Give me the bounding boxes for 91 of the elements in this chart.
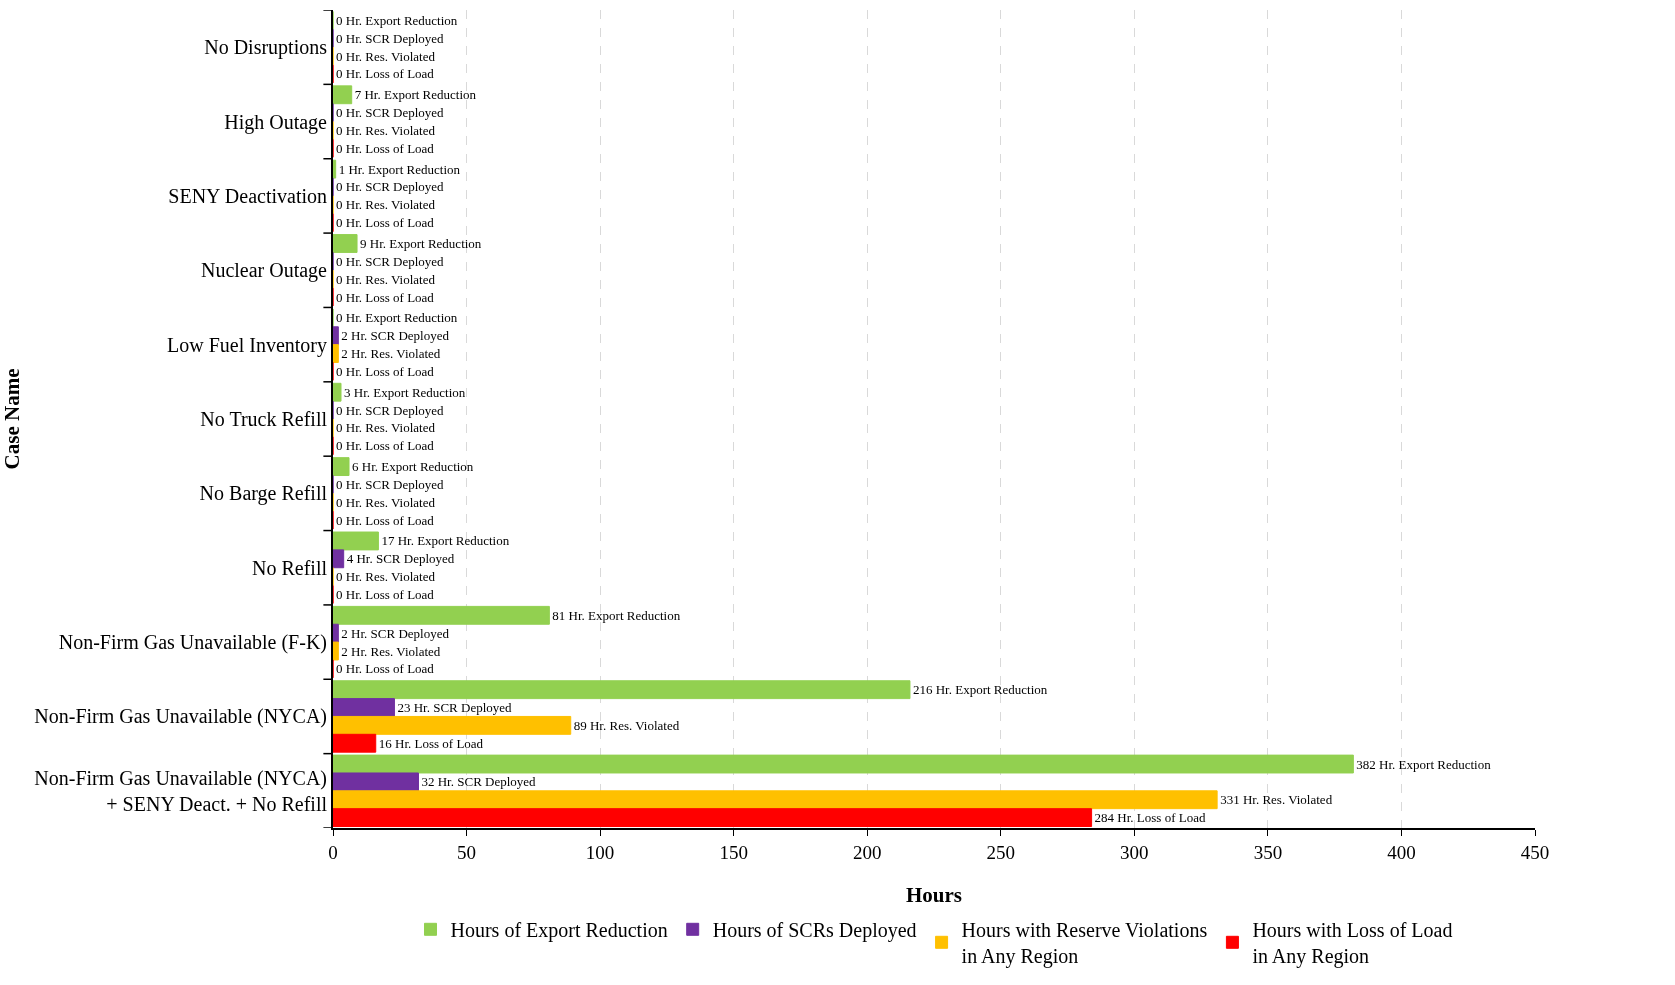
data-label: 32 Hr. SCR Deployed	[421, 774, 537, 790]
data-label: 284 Hr. Loss of Load	[1094, 810, 1206, 826]
bar	[333, 698, 395, 717]
data-label: 0 Hr. Loss of Load	[336, 363, 435, 379]
x-tick-label: 250	[986, 841, 1016, 863]
data-label: 0 Hr. SCR Deployed	[336, 476, 445, 492]
data-label: 16 Hr. Loss of Load	[378, 735, 484, 751]
bar	[333, 605, 550, 625]
bar	[333, 754, 1354, 774]
bar	[333, 623, 339, 643]
bar	[333, 382, 342, 402]
data-label: 7 Hr. Export Reduction	[354, 87, 477, 103]
bar	[333, 531, 379, 551]
data-label: 6 Hr. Export Reduction	[352, 459, 474, 475]
data-label: 0 Hr. SCR Deployed	[336, 105, 445, 121]
data-label: 9 Hr. Export Reduction	[360, 236, 482, 252]
bar	[333, 641, 339, 661]
data-label: 17 Hr. Export Reduction	[381, 533, 510, 549]
data-label: 0 Hr. Export Reduction	[336, 12, 458, 28]
legend-label: Hours with Loss of Load in Any Region	[1252, 919, 1453, 969]
y-tick-label: No Refill	[252, 556, 328, 579]
data-label: 1 Hr. Export Reduction	[338, 161, 461, 177]
bar	[333, 772, 419, 792]
y-tick-label: Nuclear Outage	[200, 259, 328, 283]
data-label: 0 Hr. SCR Deployed	[336, 30, 445, 46]
x-tick-label: 400	[1387, 841, 1416, 863]
data-label: 0 Hr. Loss of Load	[336, 140, 435, 156]
y-tick-label: Low Fuel Inventory	[167, 333, 327, 357]
data-label: 0 Hr. Res. Violated	[336, 569, 436, 585]
data-label: 0 Hr. Export Reduction	[336, 310, 458, 326]
data-label: 0 Hr. Loss of Load	[336, 586, 435, 602]
y-tick-label: No Disruptions	[204, 36, 328, 60]
bar	[333, 326, 339, 346]
bar	[333, 680, 911, 700]
data-label: 0 Hr. Res. Violated	[336, 122, 436, 138]
x-tick-label: 100	[585, 841, 615, 863]
data-label: 0 Hr. Loss of Load	[336, 512, 435, 528]
bar	[333, 808, 1093, 828]
bar	[333, 715, 572, 735]
y-tick-label: Non-Firm Gas Unavailable (NYCA)	[34, 705, 327, 729]
x-tick-label: 300	[1120, 841, 1149, 863]
data-label: 0 Hr. Loss of Load	[336, 215, 435, 231]
bar	[333, 159, 337, 179]
y-tick-label: SENY Deactivation	[168, 184, 327, 207]
data-label: 0 Hr. Res. Violated	[336, 48, 436, 64]
data-label: 23 Hr. SCR Deployed	[397, 700, 513, 716]
legend-label: Hours with Reserve Violations in Any Region	[961, 919, 1208, 969]
bar	[333, 85, 353, 105]
legend-label: Hours of SCRs Deployed	[712, 919, 917, 943]
y-tick-label: Non-Firm Gas Unavailable (NYCA) + SENY Deact. + No Refill	[34, 766, 328, 815]
bar	[333, 733, 377, 753]
data-label: 81 Hr. Export Reduction	[552, 607, 681, 623]
data-label: 0 Hr. SCR Deployed	[336, 402, 445, 418]
data-label: 89 Hr. Res. Violated	[573, 717, 680, 733]
legend-label: Hours of Export Reduction	[450, 919, 668, 943]
x-tick-label: 150	[719, 841, 748, 863]
bar	[333, 344, 339, 363]
data-label: 2 Hr. SCR Deployed	[341, 328, 450, 344]
x-tick-label: 50	[457, 841, 477, 863]
data-label: 2 Hr. Res. Violated	[341, 643, 441, 659]
data-label: 0 Hr. Res. Violated	[336, 197, 436, 213]
data-label: 0 Hr. Loss of Load	[336, 438, 435, 454]
y-tick-label: High Outage	[224, 110, 328, 134]
x-tick-label: 200	[852, 841, 882, 863]
y-tick-label: No Truck Refill	[200, 408, 328, 430]
y-tick-label: Non-Firm Gas Unavailable (F-K)	[58, 631, 327, 655]
data-label: 0 Hr. Loss of Load	[336, 66, 435, 82]
data-label: 4 Hr. SCR Deployed	[346, 551, 455, 567]
data-label: 0 Hr. Loss of Load	[336, 289, 435, 305]
bar	[333, 790, 1218, 810]
data-label: 0 Hr. Res. Violated	[336, 494, 436, 510]
bar	[333, 234, 358, 253]
x-tick-label: 350	[1253, 841, 1283, 863]
data-label: 216 Hr. Export Reduction	[912, 682, 1048, 698]
x-tick-label: 450	[1520, 841, 1550, 863]
x-axis-title: Hours	[905, 883, 963, 907]
x-tick-label: 0	[328, 841, 338, 863]
y-axis-title: Case Name	[0, 368, 24, 470]
data-label: 2 Hr. SCR Deployed	[341, 625, 450, 641]
data-label: 331 Hr. Res. Violated	[1220, 792, 1333, 808]
data-label: 3 Hr. Export Reduction	[344, 384, 466, 400]
data-label: 0 Hr. Res. Violated	[336, 420, 436, 436]
data-label: 0 Hr. Res. Violated	[336, 271, 436, 287]
y-tick-label: No Barge Refill	[199, 482, 328, 506]
data-label: 0 Hr. Loss of Load	[336, 661, 435, 677]
bar	[333, 457, 350, 477]
data-label: 2 Hr. Res. Violated	[341, 346, 441, 362]
bar	[333, 549, 345, 569]
data-label: 382 Hr. Export Reduction	[1356, 756, 1492, 772]
data-label: 0 Hr. SCR Deployed	[336, 179, 445, 195]
data-label: 0 Hr. SCR Deployed	[336, 253, 445, 269]
